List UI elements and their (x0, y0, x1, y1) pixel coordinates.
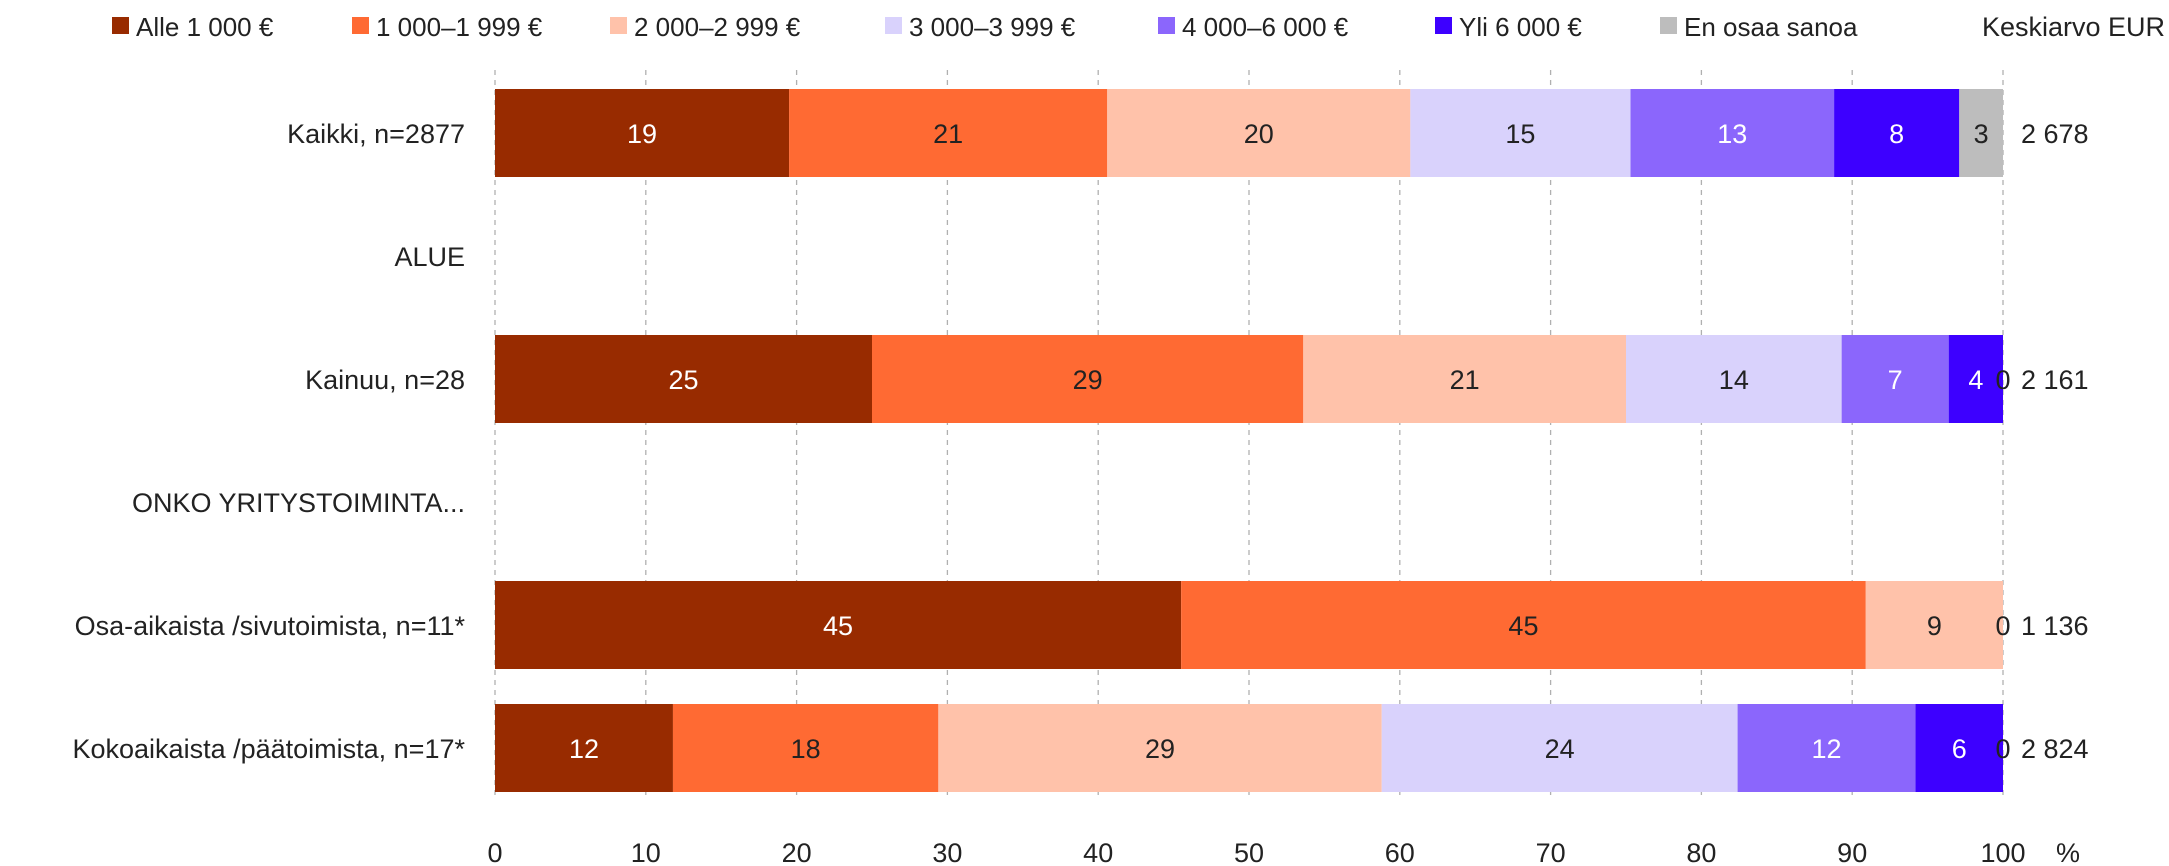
data-label: 0 (1995, 611, 2010, 641)
bar-segment (938, 704, 1382, 792)
bar-segment (1737, 704, 1916, 792)
data-label: 14 (1719, 365, 1749, 395)
gridlines (494, 70, 2004, 800)
bar-segment (1841, 335, 1949, 423)
mean-value: 2 824 (2021, 734, 2089, 764)
mean-value: 2 678 (2021, 119, 2089, 149)
bar-segment (1834, 89, 1960, 177)
legend-label: 2 000–2 999 € (634, 12, 801, 42)
bar-segment (495, 89, 790, 177)
data-label: 21 (933, 119, 963, 149)
category-label: Kainuu, n=28 (305, 365, 465, 395)
bar-segment (495, 335, 872, 423)
bar-segment (672, 704, 939, 792)
data-label: 21 (1450, 365, 1480, 395)
bar-segment (789, 89, 1108, 177)
bar-segment (1865, 581, 2003, 669)
x-axis: 0 10 20 30 40 50 60 70 80 90 100% (487, 838, 2080, 866)
x-tick-label: 40 (1083, 838, 1113, 866)
data-label: 19 (627, 119, 657, 149)
bar-segment (1630, 89, 1835, 177)
bar-segment (1959, 89, 2003, 177)
x-tick-label: 50 (1234, 838, 1264, 866)
data-label: 0 (1995, 365, 2010, 395)
data-label: 45 (823, 611, 853, 641)
legend-swatch (352, 17, 369, 34)
legend-swatch (1435, 17, 1452, 34)
data-label: 12 (569, 734, 599, 764)
legend-label: 3 000–3 999 € (909, 12, 1076, 42)
bar-segment (872, 335, 1304, 423)
legend-swatch (885, 17, 902, 34)
data-label: 7 (1888, 365, 1903, 395)
legend-label: Alle 1 000 € (136, 12, 274, 42)
legend-swatch (610, 17, 627, 34)
data-label: 20 (1244, 119, 1274, 149)
data-label: 13 (1717, 119, 1747, 149)
bar-segment (1410, 89, 1631, 177)
bar-segment (1303, 335, 1626, 423)
data-label: 0 (1995, 734, 2010, 764)
legend-label: 1 000–1 999 € (376, 12, 543, 42)
bar-segment (1626, 335, 1842, 423)
bar-segment (1915, 704, 2003, 792)
bar-segment (495, 581, 1182, 669)
x-tick-label: 80 (1686, 838, 1716, 866)
bar-segment (495, 704, 673, 792)
bar-segment (1181, 581, 1866, 669)
data-label: 3 (1974, 119, 1989, 149)
x-tick-label: 90 (1837, 838, 1867, 866)
legend-swatch (1158, 17, 1175, 34)
x-axis-unit: % (2056, 838, 2080, 866)
category-label: Kaikki, n=2877 (287, 119, 465, 149)
data-label: 24 (1545, 734, 1575, 764)
data-label: 15 (1505, 119, 1535, 149)
data-label: 6 (1952, 734, 1967, 764)
category-label: Kokoaikaista /päätoimista, n=17* (73, 734, 466, 764)
legend-swatch (1660, 17, 1677, 34)
x-tick-label: 0 (487, 838, 502, 866)
category-label: Osa-aikaista /sivutoimista, n=11* (75, 611, 466, 641)
legend-label: En osaa sanoa (1684, 12, 1858, 42)
data-label: 8 (1889, 119, 1904, 149)
mean-value: 1 136 (2021, 611, 2089, 641)
x-tick-label: 30 (932, 838, 962, 866)
bar-segment (1948, 335, 2003, 423)
legend-label: Yli 6 000 € (1459, 12, 1582, 42)
legend: Alle 1 000 € 1 000–1 999 € 2 000–2 999 € 3 … (112, 12, 1858, 42)
data-label: 29 (1073, 365, 1103, 395)
data-label: 12 (1812, 734, 1842, 764)
bar-segment (1107, 89, 1411, 177)
bars: 19 21 20 15 13 8 325 29 21 14 7 4 045 45 9 012 18 29 24 12 6… (495, 89, 2011, 792)
x-tick-label: 100 (1980, 838, 2025, 866)
category-labels: Kaikki, n=2877 ALUE Kainuu, n=28 ONKO YRITY… (73, 119, 466, 764)
x-tick-label: 70 (1536, 838, 1566, 866)
mean-column-header: Keskiarvo EUR (1982, 12, 2165, 42)
mean-value: 2 161 (2021, 365, 2089, 395)
data-label: 45 (1508, 611, 1538, 641)
data-label: 9 (1927, 611, 1942, 641)
data-label: 29 (1145, 734, 1175, 764)
data-label: 25 (668, 365, 698, 395)
data-label: 4 (1968, 365, 1983, 395)
legend-label: 4 000–6 000 € (1182, 12, 1349, 42)
legend-swatch (112, 17, 129, 34)
x-tick-label: 60 (1385, 838, 1415, 866)
bar-segment (1381, 704, 1738, 792)
x-tick-label: 10 (631, 838, 661, 866)
x-tick-label: 20 (782, 838, 812, 866)
group-heading: ONKO YRITYSTOIMINTA... (132, 488, 465, 518)
data-label: 18 (791, 734, 821, 764)
group-heading: ALUE (394, 242, 465, 272)
mean-values: 2 678 2 161 1 136 2 824 (2021, 119, 2089, 764)
